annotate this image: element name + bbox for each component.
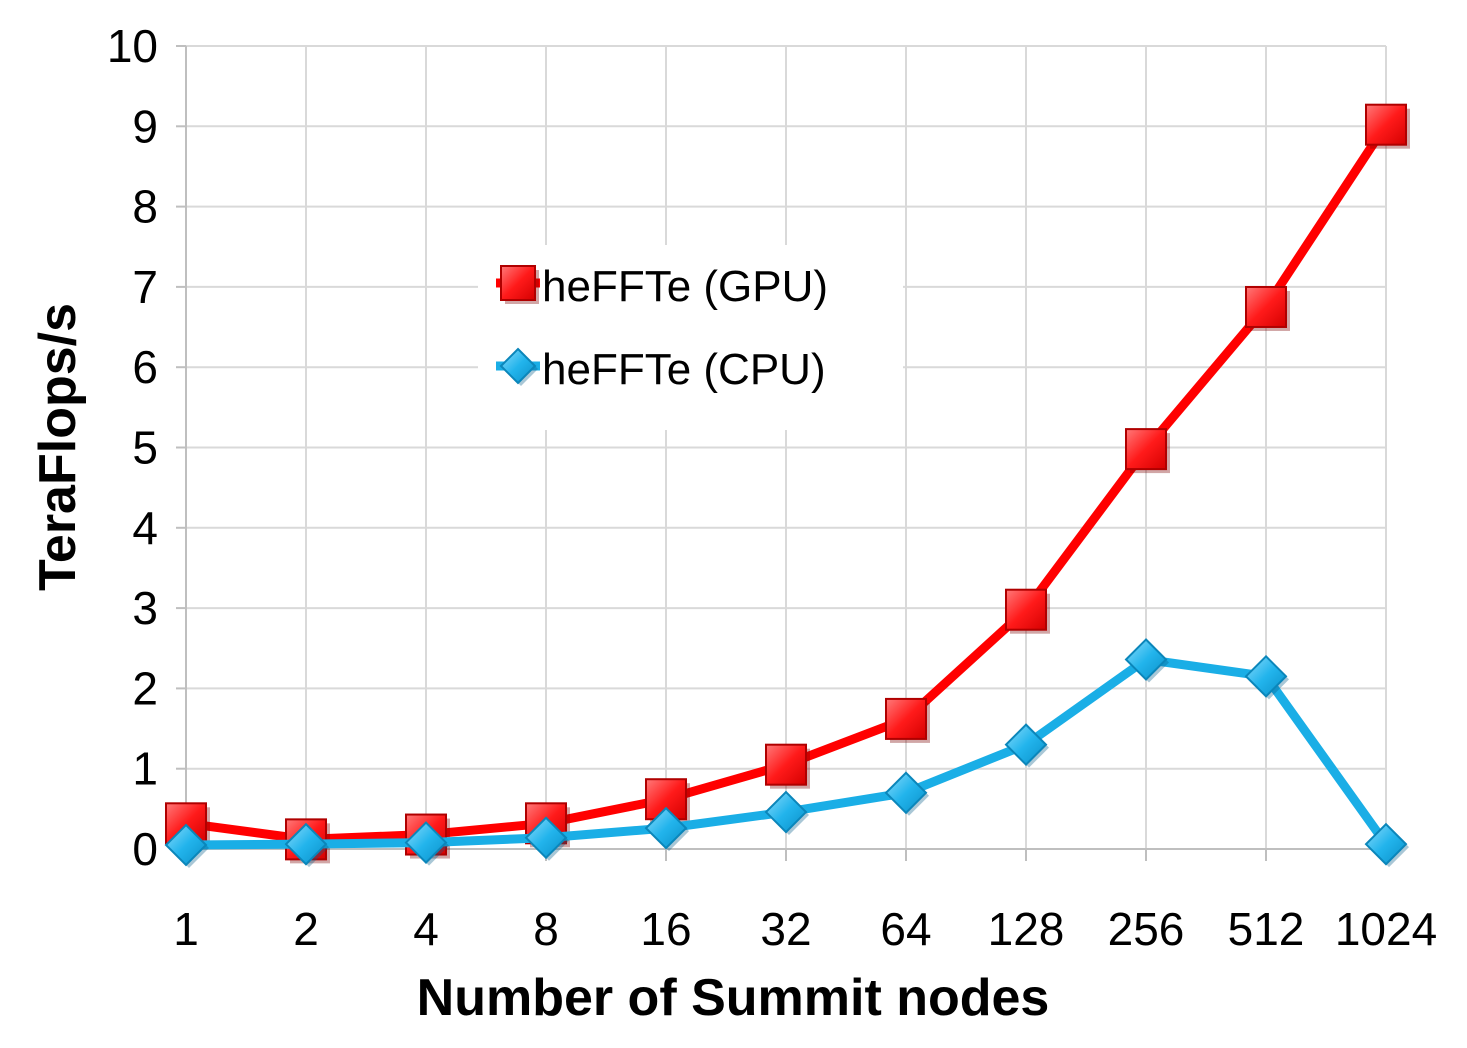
data-point (404, 821, 448, 864)
data-point (524, 816, 568, 860)
axes (176, 45, 1387, 861)
y-tick-label: 2 (132, 662, 158, 714)
x-tick-label: 4 (413, 903, 439, 955)
y-tick-label: 8 (132, 181, 158, 233)
x-tick-label: 64 (880, 903, 931, 955)
data-point (1364, 822, 1408, 866)
data-point (1004, 723, 1048, 767)
data-point (644, 806, 688, 850)
data-point (885, 697, 927, 740)
y-axis-title: TeraFlops/s (29, 303, 87, 591)
data-point (1245, 285, 1287, 328)
y-tick-label: 1 (132, 743, 158, 795)
data-point (164, 823, 208, 867)
data-point (884, 771, 928, 815)
x-tick-label: 512 (1228, 903, 1305, 955)
data-point (764, 790, 808, 834)
x-tick-label: 16 (640, 903, 691, 955)
y-tick-label: 5 (132, 422, 158, 474)
grid-lines (186, 45, 1387, 849)
y-tick-label: 9 (132, 100, 158, 152)
y-tick-label: 0 (132, 823, 158, 875)
data-point (1124, 638, 1168, 681)
legend-box (478, 245, 903, 430)
y-tick-label: 3 (132, 582, 158, 634)
legend-label: heFFTe (GPU) (542, 262, 828, 311)
y-tick-label: 10 (107, 20, 158, 72)
data-point (765, 743, 807, 786)
series-layer (164, 103, 1410, 868)
x-axis-title: Number of Summit nodes (417, 969, 1050, 1027)
series-1 (165, 103, 1410, 864)
legend-marker (500, 265, 536, 301)
data-point (1244, 654, 1288, 698)
x-tick-label: 1024 (1335, 903, 1437, 955)
series-2 (164, 638, 1409, 868)
x-tick-label: 1 (173, 903, 199, 955)
y-tick-label: 4 (132, 502, 158, 554)
y-tick-label: 6 (132, 341, 158, 393)
y-tick-label: 7 (132, 261, 158, 313)
data-point (1365, 103, 1407, 146)
legend: heFFTe (GPU) heFFTe (CPU) (478, 245, 903, 430)
x-tick-label: 8 (533, 903, 559, 955)
legend-marker (499, 347, 537, 385)
data-point (284, 822, 328, 866)
x-tick-label: 128 (988, 903, 1065, 955)
data-point (1005, 588, 1047, 631)
data-point (1125, 428, 1167, 471)
x-tick-label: 256 (1108, 903, 1185, 955)
legend-label: heFFTe (CPU) (542, 345, 826, 394)
x-tick-label: 2 (293, 903, 319, 955)
x-tick-label: 32 (760, 903, 811, 955)
